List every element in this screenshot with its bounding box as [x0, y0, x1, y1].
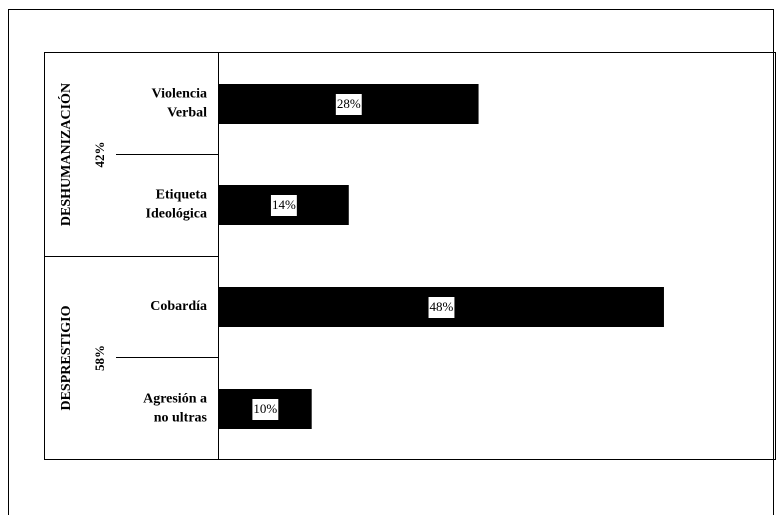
group-labels: DESHUMANIZACIÓN 42% DESPRESTIGIO 58% — [57, 83, 107, 411]
group-name-label: DESPRESTIGIO — [59, 305, 74, 410]
figure-frame — [8, 9, 774, 515]
bars: 28% 14% 48% 10% — [219, 84, 664, 429]
data-label-box — [252, 399, 279, 420]
chart-structure — [44, 52, 776, 460]
data-label-box — [270, 195, 297, 216]
data-label: 48% — [430, 299, 454, 314]
category-labels: Violencia Verbal Etiqueta Ideológica Cobardí… — [143, 87, 207, 426]
category-label: no ultras — [154, 411, 208, 426]
category-label: Verbal — [167, 106, 207, 121]
data-label-box — [428, 297, 455, 318]
category-label: Cobardía — [150, 299, 207, 314]
data-label-box — [335, 94, 362, 115]
data-label: 10% — [253, 401, 277, 416]
category-label: Ideológica — [146, 207, 207, 222]
category-label: Violencia — [152, 87, 207, 102]
group-percent-label: 58% — [92, 345, 107, 371]
category-label: Agresión a — [143, 392, 207, 407]
data-label: 28% — [337, 96, 361, 111]
group-percent-label: 42% — [92, 142, 107, 168]
category-label: Etiqueta — [156, 188, 207, 203]
data-label: 14% — [272, 197, 296, 212]
group-name-label: DESHUMANIZACIÓN — [57, 83, 74, 226]
